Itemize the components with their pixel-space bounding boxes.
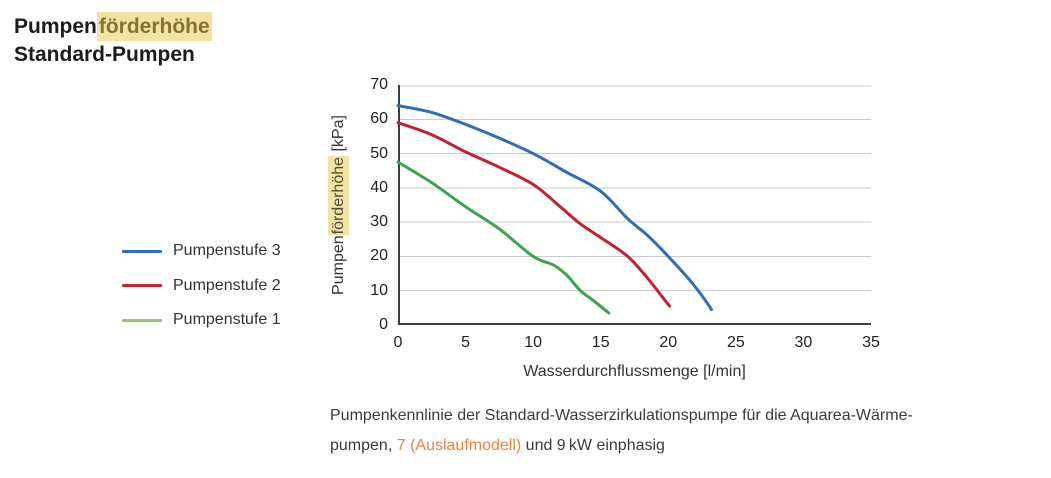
legend-item-pumpenstufe-2: Pumpenstufe 2: [122, 269, 281, 304]
y-axis-search-highlight: förderhöhe: [328, 155, 349, 236]
curve-pumpenstufe-1: [396, 160, 611, 315]
chart-legend: Pumpenstufe 3 Pumpenstufe 2 Pumpenstufe 1: [122, 234, 281, 338]
y-axis-title-unit: [kPa]: [330, 115, 347, 156]
y-axis-title-pre: Pumpen: [330, 235, 347, 295]
caption-model-link-text: 7 (Auslaufmodell): [396, 437, 522, 454]
y-tick-label-0: 0: [379, 316, 388, 333]
x-tick-label-0: 0: [393, 334, 403, 351]
x-tick-label-20: 20: [659, 334, 678, 351]
legend-label: Pumpenstufe 3: [173, 242, 281, 260]
x-axis-title: Wasserdurchflussmenge [l/min]: [523, 363, 746, 380]
page-subtitle: Standard-Pumpen: [14, 43, 195, 66]
y-tick-label-50: 50: [370, 144, 388, 162]
x-tick-label-30: 30: [794, 334, 813, 351]
x-tick-label-10: 10: [524, 334, 543, 351]
title-text: Pumpen: [14, 15, 97, 38]
x-tick-label-25: 25: [726, 334, 745, 351]
legend-item-pumpenstufe-1: Pumpenstufe 1: [122, 303, 281, 338]
x-tick-label-15: 15: [591, 334, 610, 351]
caption-line2-post: und 9 kW einphasig: [521, 437, 665, 454]
legend-line-swatch: [122, 284, 162, 288]
y-axis-title: Pumpenförderhöhe [kPa]: [328, 55, 354, 355]
legend-label: Pumpenstufe 1: [173, 311, 281, 329]
y-tick-label-30: 30: [370, 213, 388, 231]
y-tick-label-40: 40: [370, 178, 388, 196]
plot-area: [396, 85, 871, 325]
y-tick-label-70: 70: [370, 76, 388, 93]
legend-line-swatch: [122, 249, 162, 253]
page-title-line1: Pumpenförderhöhe: [14, 12, 212, 41]
title-search-highlight: förderhöhe: [96, 12, 212, 41]
legend-line-swatch: [122, 318, 162, 322]
x-tick-label-35: 35: [862, 334, 880, 351]
chart-canvas: [396, 85, 871, 325]
y-tick-label-10: 10: [370, 281, 388, 299]
y-tick-label-60: 60: [370, 110, 388, 128]
legend-item-pumpenstufe-3: Pumpenstufe 3: [122, 234, 281, 269]
curve-pumpenstufe-2: [396, 121, 672, 308]
curve-pumpenstufe-3: [396, 104, 713, 312]
legend-label: Pumpenstufe 2: [173, 276, 281, 294]
caption-line1: Pumpenkennlinie der Standard-Wasserzirku…: [330, 407, 913, 424]
caption-line2-pre: pumpen,: [330, 437, 397, 454]
x-tick-label-5: 5: [461, 334, 471, 351]
figure-caption: Pumpenkennlinie der Standard-Wasserzirku…: [330, 401, 1050, 461]
page-title: Pumpenförderhöhe Standard-Pumpen: [14, 12, 212, 69]
y-tick-label-20: 20: [370, 247, 388, 265]
